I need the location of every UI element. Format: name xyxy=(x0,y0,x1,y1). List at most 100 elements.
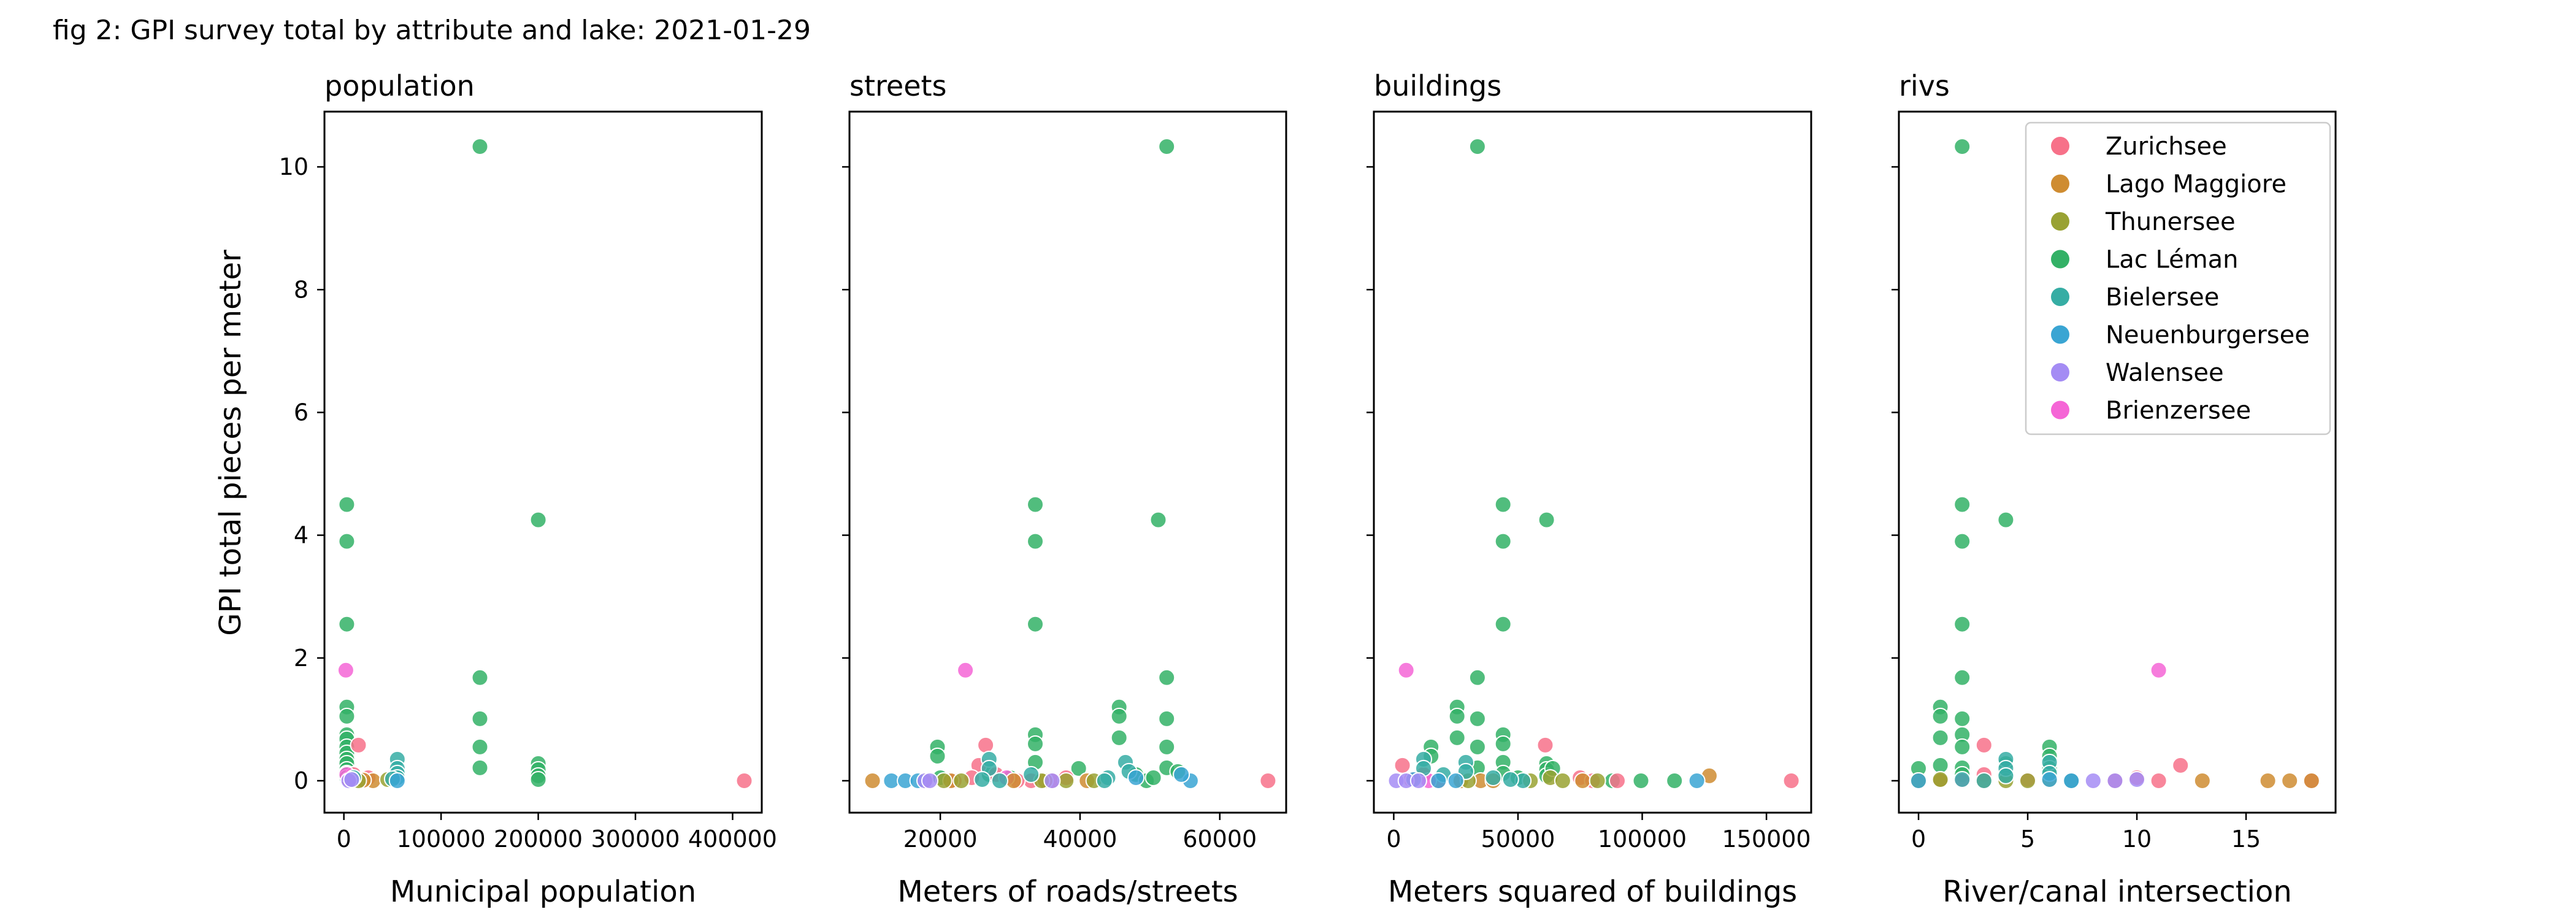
point-walensee xyxy=(2106,772,2124,789)
legend: Zurichsee Lago Maggiore Thunersee Lac Léman… xyxy=(2025,121,2331,435)
point-lac-leman xyxy=(1997,511,2015,529)
point-lac-leman xyxy=(1144,769,1162,786)
point-thunersee xyxy=(2019,772,2036,789)
x-tick-label: 40000 xyxy=(1043,826,1117,853)
point-walensee xyxy=(2128,771,2145,788)
point-lac-leman xyxy=(471,738,489,756)
y-tick-label: 8 xyxy=(294,276,309,303)
point-lac-leman xyxy=(1931,729,1949,746)
point-lac-leman xyxy=(1468,669,1486,686)
point-brienzersee xyxy=(1397,661,1415,679)
x-tick-label: 0 xyxy=(1386,826,1401,853)
point-brienzersee xyxy=(337,661,355,679)
x-tick-label: 300000 xyxy=(591,826,680,853)
point-neuenburgersee xyxy=(1688,772,1706,789)
x-axis-label: River/canal intersection xyxy=(1942,875,2291,909)
point-thunersee xyxy=(1554,772,1571,789)
plot-frame xyxy=(848,110,1287,814)
plot-frame xyxy=(323,110,763,814)
legend-marker-lac-leman xyxy=(2051,250,2069,269)
point-lac-leman xyxy=(1931,707,1949,725)
legend-marker-brienzersee xyxy=(2051,401,2069,420)
point-lac-leman xyxy=(1494,532,1512,550)
point-lac-leman xyxy=(471,759,489,776)
point-zurichsee xyxy=(350,736,367,754)
legend-label: Brienzersee xyxy=(2106,397,2251,425)
plot-frame xyxy=(1373,110,1812,814)
legend-label: Thunersee xyxy=(2105,208,2236,236)
point-lac-leman xyxy=(1158,710,1176,727)
y-tick-label: 0 xyxy=(294,767,309,794)
point-lac-leman xyxy=(1538,511,1555,529)
panel-title: buildings xyxy=(1374,69,1501,102)
figure-title: fig 2: GPI survey total by attribute and… xyxy=(53,15,811,46)
point-brienzersee xyxy=(957,661,975,679)
legend-marker-thunersee xyxy=(2051,212,2069,231)
points xyxy=(337,138,753,789)
x-tick-label: 0 xyxy=(1911,826,1926,853)
point-walensee xyxy=(2084,772,2102,789)
point-lac-leman xyxy=(471,669,489,686)
point-neuenburgersee xyxy=(1127,769,1145,786)
point-lago-maggiore xyxy=(864,772,881,789)
point-lac-leman xyxy=(1494,735,1512,753)
point-zurichsee xyxy=(1259,772,1277,789)
point-lac-leman xyxy=(1158,138,1176,155)
point-lac-leman xyxy=(1070,759,1087,777)
point-lac-leman xyxy=(338,615,356,633)
point-lac-leman xyxy=(471,710,489,727)
point-bielersee xyxy=(1997,767,2015,784)
point-lac-leman xyxy=(338,707,356,725)
legend-label: Lac Léman xyxy=(2106,246,2239,274)
point-bielersee xyxy=(1953,771,1971,788)
legend-marker-zurichsee xyxy=(2051,137,2069,155)
point-lac-leman xyxy=(1149,511,1167,529)
legend-label: Lago Maggiore xyxy=(2106,171,2287,199)
point-zurichsee xyxy=(1975,736,1993,754)
x-tick-label: 5 xyxy=(2020,826,2035,853)
point-lac-leman xyxy=(1027,615,1044,633)
point-thunersee xyxy=(953,772,970,789)
point-lac-leman xyxy=(1110,729,1128,746)
legend-marker-bielersee xyxy=(2051,288,2069,306)
point-bielersee xyxy=(973,771,991,788)
point-lac-leman xyxy=(1666,772,1684,789)
point-walensee xyxy=(1409,772,1427,789)
point-thunersee xyxy=(1589,772,1606,789)
x-tick-label: 60000 xyxy=(1183,826,1257,853)
point-lac-leman xyxy=(1953,532,1971,550)
panel-title: population xyxy=(324,69,475,102)
point-bielersee xyxy=(1484,769,1502,786)
point-lago-maggiore xyxy=(1574,772,1592,789)
point-thunersee xyxy=(1931,771,1949,788)
point-lac-leman xyxy=(1953,669,1971,686)
legend-marker-neuenburgersee xyxy=(2051,325,2069,344)
point-lac-leman xyxy=(1448,707,1466,725)
points xyxy=(864,138,1277,789)
point-bielersee xyxy=(1501,771,1519,788)
point-lac-leman xyxy=(1027,532,1044,550)
panel-buildings: buildings Meters squared of buildings 0 500… xyxy=(1367,69,1812,909)
y-tick-label: 4 xyxy=(294,522,309,549)
point-lago-maggiore xyxy=(2302,772,2320,789)
plot-frame xyxy=(1898,110,2337,814)
point-zurichsee xyxy=(1393,756,1411,774)
panel-streets: streets Meters of roads/streets 20000 40000… xyxy=(842,69,1287,909)
x-tick-label: 100000 xyxy=(1598,826,1687,853)
x-axis-label: Meters squared of buildings xyxy=(1388,875,1797,909)
point-lac-leman xyxy=(1158,669,1176,686)
point-lac-leman xyxy=(1468,738,1486,756)
point-lac-leman xyxy=(1953,615,1971,633)
point-lac-leman xyxy=(529,771,547,788)
point-zurichsee xyxy=(1536,736,1554,754)
point-bielersee xyxy=(1022,765,1040,783)
point-zurichsee xyxy=(1609,772,1626,789)
panel-title: rivs xyxy=(1899,69,1950,102)
y-axis-label: GPI total pieces per meter xyxy=(213,250,248,636)
x-tick-label: 10 xyxy=(2122,826,2152,853)
point-lac-leman xyxy=(1494,615,1512,633)
point-lac-leman xyxy=(471,138,489,155)
point-neuenburgersee xyxy=(2041,771,2058,788)
point-zurichsee xyxy=(2172,756,2190,774)
